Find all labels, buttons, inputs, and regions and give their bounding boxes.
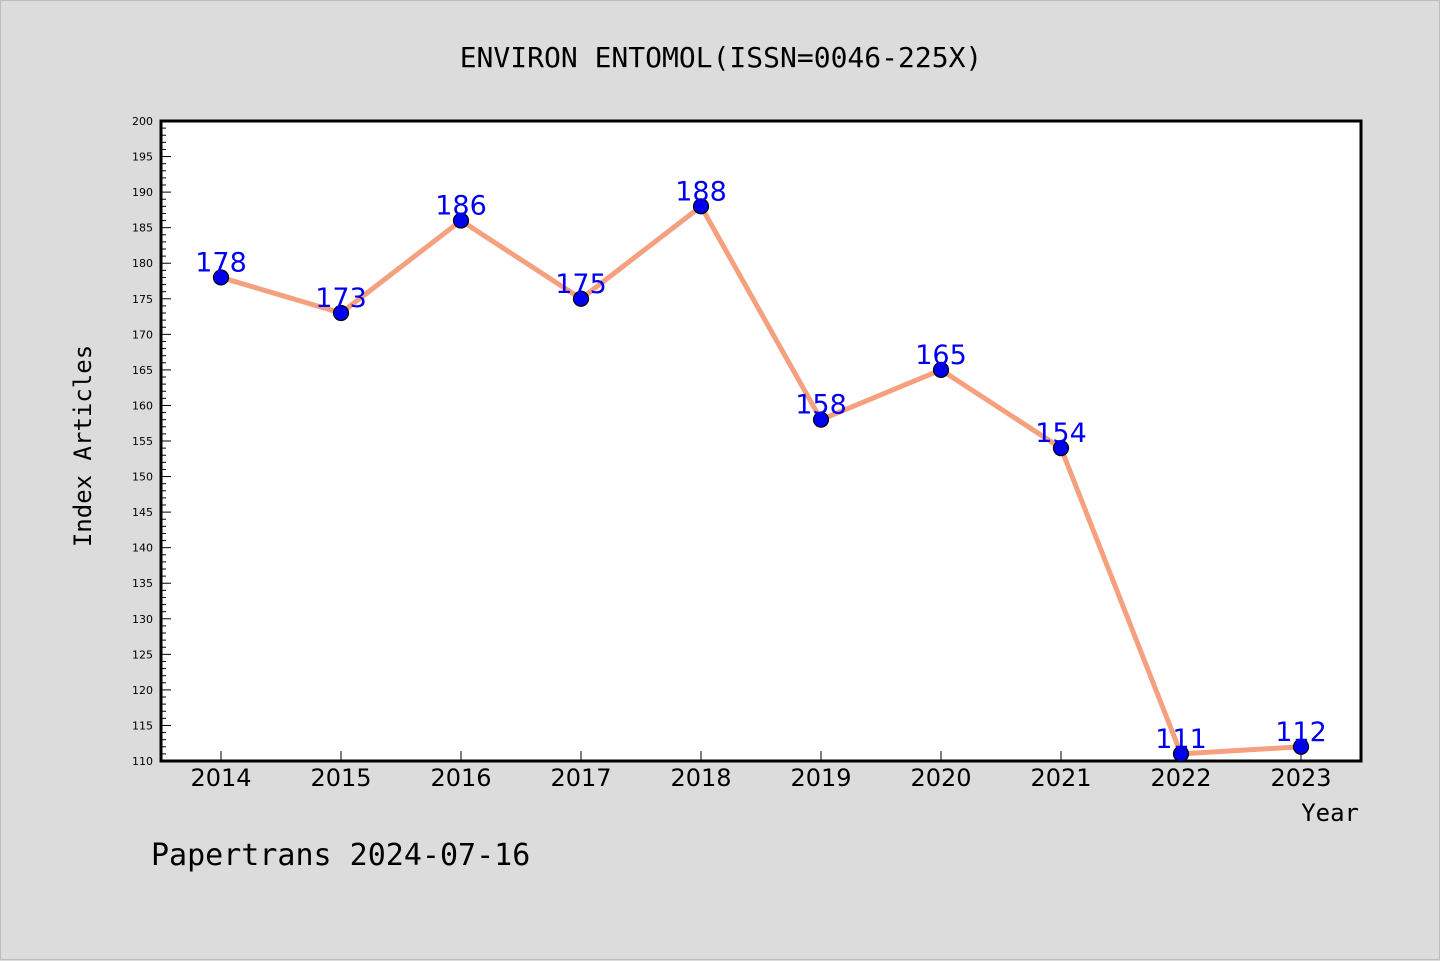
x-tick-label: 2016: [430, 764, 491, 792]
data-point: [812, 411, 830, 428]
data-label: 165: [915, 340, 967, 371]
data-label: 111: [1155, 724, 1207, 755]
data-label: 186: [435, 191, 487, 222]
data-point: [692, 198, 710, 215]
y-tick-label: 155: [132, 435, 153, 448]
y-tick-label: 145: [132, 506, 153, 519]
y-tick-label: 165: [132, 364, 153, 377]
data-point: [572, 290, 590, 307]
y-tick-label: 180: [132, 257, 153, 270]
x-axis: 2014 2015 2016 2017 2018 2019 2020 2021 2022 2023: [190, 751, 1332, 792]
data-point: [1292, 738, 1310, 755]
x-tick-label: 2019: [790, 764, 851, 792]
data-point: [332, 304, 350, 322]
y-tick-label: 130: [132, 613, 153, 626]
x-tick-label: 2021: [1030, 764, 1091, 792]
y-axis: 110 115 120 125 130 135 140 145 150 155 160 165 170 1…: [132, 115, 171, 768]
y-tick-label: 140: [132, 542, 153, 555]
y-tick-label: 160: [132, 399, 153, 412]
y-tick-label: 200: [132, 115, 153, 128]
data-point: [1172, 745, 1190, 762]
data-labels: 178 173 186 175 188 158 165 154 111 112: [195, 176, 1327, 755]
y-tick-label: 185: [132, 222, 153, 235]
y-tick-label: 190: [132, 186, 153, 199]
data-label: 173: [315, 283, 367, 314]
series-line: [218, 203, 1304, 757]
data-label: 112: [1275, 717, 1327, 748]
x-tick-label: 2015: [310, 764, 371, 792]
x-tick-label: 2023: [1270, 764, 1331, 792]
plot-area: [159, 119, 1363, 763]
x-axis-label: Year: [1301, 799, 1359, 827]
y-tick-label: 170: [132, 328, 153, 341]
y-tick-label: 175: [132, 293, 153, 306]
x-tick-label: 2017: [550, 764, 611, 792]
data-point: [932, 361, 950, 378]
series-polyline: [218, 203, 1304, 757]
x-tick-label: 2020: [910, 764, 971, 792]
x-tick-label: 2022: [1150, 764, 1211, 792]
data-label: 188: [675, 176, 727, 207]
footer-text: Papertrans 2024-07-16: [151, 838, 530, 873]
data-label: 154: [1035, 418, 1087, 449]
data-label: 158: [795, 390, 847, 421]
y-tick-label: 195: [132, 151, 153, 164]
y-tick-label: 135: [132, 577, 153, 590]
y-tick-label: 150: [132, 471, 153, 484]
y-tick-label: 125: [132, 648, 153, 661]
y-tick-label: 110: [132, 755, 153, 768]
x-tick-label: 2014: [190, 764, 251, 792]
y-axis-label: Index Articles: [69, 345, 97, 547]
x-tick-label: 2018: [670, 764, 731, 792]
y-tick-label: 115: [132, 719, 153, 732]
chart-title: ENVIRON ENTOMOL(ISSN=0046-225X): [460, 41, 983, 74]
data-point: [212, 269, 230, 286]
data-markers: [212, 198, 1310, 762]
y-tick-label: 120: [132, 684, 153, 697]
data-label: 178: [195, 247, 247, 278]
data-label: 175: [555, 269, 607, 300]
data-point: [1052, 440, 1070, 457]
data-point: [452, 212, 470, 229]
